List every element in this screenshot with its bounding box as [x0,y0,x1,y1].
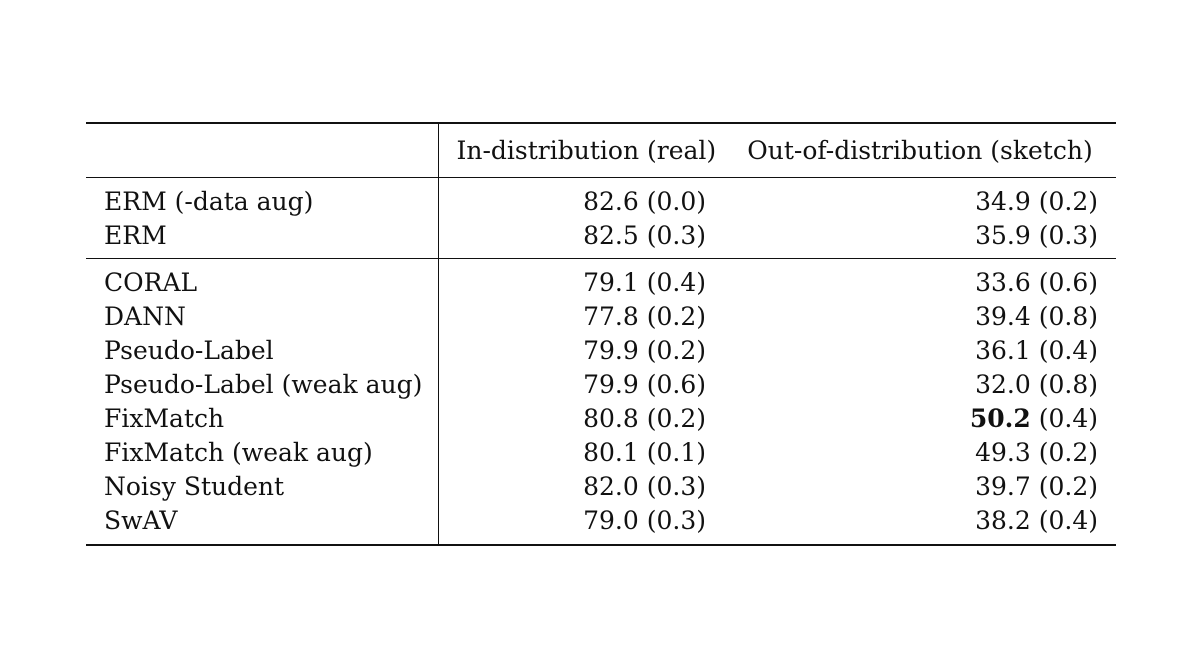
in-distribution-cell: 79.1 (0.4) [438,257,724,300]
table-row: Pseudo-Label (weak aug) 79.9 (0.6) 32.0 … [86,367,1116,402]
id-std: (0.2) [646,301,706,331]
out-of-distribution-cell: 33.6 (0.6) [724,257,1116,300]
id-std: (0.3) [646,505,706,535]
in-distribution-cell: 77.8 (0.2) [438,300,724,334]
ood-std: (0.8) [1038,369,1098,399]
id-std: (0.3) [646,471,706,501]
ood-std: (0.2) [1038,437,1098,467]
results-table-container: In-distribution (real) Out-of-distributi… [86,122,1116,546]
id-mean: 82.6 [583,186,639,216]
ood-mean: 35.9 [975,220,1031,250]
ood-mean-best: 50.2 [969,403,1031,433]
method-name: Pseudo-Label (weak aug) [86,367,439,402]
method-name: Pseudo-Label [86,333,439,368]
results-table: In-distribution (real) Out-of-distributi… [86,122,1116,546]
ood-std: (0.4) [1038,403,1098,433]
ood-mean: 34.9 [975,186,1031,216]
out-of-distribution-cell: 36.1 (0.4) [724,334,1116,368]
id-std: (0.0) [646,186,706,216]
in-distribution-cell: 82.5 (0.3) [438,219,724,259]
header-out-of-distribution: Out-of-distribution (sketch) [724,122,1116,178]
in-distribution-cell: 82.0 (0.3) [438,470,724,504]
table-row: ERM (-data aug) 82.6 (0.0) 34.9 (0.2) [86,177,1116,219]
in-distribution-cell: 79.9 (0.2) [438,334,724,368]
id-mean: 80.8 [583,403,639,433]
id-mean: 79.1 [583,267,639,297]
in-distribution-cell: 79.9 (0.6) [438,368,724,402]
ood-std: (0.4) [1038,335,1098,365]
table-row: Pseudo-Label 79.9 (0.2) 36.1 (0.4) [86,333,1116,368]
method-name: ERM (-data aug) [86,177,439,219]
ood-mean: 39.7 [975,471,1031,501]
ood-std: (0.8) [1038,301,1098,331]
ood-mean: 33.6 [975,267,1031,297]
header-row: In-distribution (real) Out-of-distributi… [86,122,1116,178]
id-std: (0.6) [646,369,706,399]
out-of-distribution-cell: 39.7 (0.2) [724,470,1116,504]
id-mean: 80.1 [583,437,639,467]
id-mean: 82.5 [583,220,639,250]
table-row: FixMatch (weak aug) 80.1 (0.1) 49.3 (0.2… [86,435,1116,470]
ood-std: (0.4) [1038,505,1098,535]
out-of-distribution-cell: 35.9 (0.3) [724,219,1116,259]
in-distribution-cell: 80.8 (0.2) [438,402,724,436]
ood-mean: 36.1 [975,335,1031,365]
table-row: ERM 82.5 (0.3) 35.9 (0.3) [86,218,1116,259]
in-distribution-cell: 82.6 (0.0) [438,177,724,219]
table-header: In-distribution (real) Out-of-distributi… [86,122,1116,178]
table-row: DANN 77.8 (0.2) 39.4 (0.8) [86,299,1116,334]
id-mean: 79.9 [583,369,639,399]
ood-std: (0.6) [1038,267,1098,297]
ood-std: (0.2) [1038,186,1098,216]
id-mean: 79.0 [583,505,639,535]
table-row: Noisy Student 82.0 (0.3) 39.7 (0.2) [86,469,1116,504]
table-row: CORAL 79.1 (0.4) 33.6 (0.6) [86,257,1116,300]
method-name: FixMatch [86,401,439,436]
method-name: CORAL [86,257,439,300]
baseline-group: ERM (-data aug) 82.6 (0.0) 34.9 (0.2) ER… [86,177,1116,258]
out-of-distribution-cell: 50.2 (0.4) [724,402,1116,436]
out-of-distribution-cell: 39.4 (0.8) [724,300,1116,334]
in-distribution-cell: 80.1 (0.1) [438,436,724,470]
out-of-distribution-cell: 49.3 (0.2) [724,436,1116,470]
method-name: SwAV [86,503,439,546]
method-name: FixMatch (weak aug) [86,435,439,470]
id-std: (0.2) [646,403,706,433]
header-in-distribution: In-distribution (real) [438,122,724,178]
id-std: (0.3) [646,220,706,250]
id-std: (0.1) [646,437,706,467]
ood-std: (0.3) [1038,220,1098,250]
ood-mean: 49.3 [975,437,1031,467]
out-of-distribution-cell: 34.9 (0.2) [724,177,1116,219]
ood-std: (0.2) [1038,471,1098,501]
method-name: DANN [86,299,439,334]
table-row: SwAV 79.0 (0.3) 38.2 (0.4) [86,503,1116,546]
out-of-distribution-cell: 38.2 (0.4) [724,503,1116,546]
ood-mean: 39.4 [975,301,1031,331]
in-distribution-cell: 79.0 (0.3) [438,503,724,546]
id-mean: 82.0 [583,471,639,501]
method-name: Noisy Student [86,469,439,504]
id-std: (0.4) [646,267,706,297]
ood-mean: 32.0 [975,369,1031,399]
method-name: ERM [86,218,439,258]
id-std: (0.2) [646,335,706,365]
ood-mean: 38.2 [975,505,1031,535]
id-mean: 79.9 [583,335,639,365]
out-of-distribution-cell: 32.0 (0.8) [724,368,1116,402]
id-mean: 77.8 [583,301,639,331]
header-method [86,122,439,178]
methods-group: CORAL 79.1 (0.4) 33.6 (0.6) DANN 77.8 (0… [86,257,1116,546]
table-row: FixMatch 80.8 (0.2) 50.2 (0.4) [86,401,1116,436]
